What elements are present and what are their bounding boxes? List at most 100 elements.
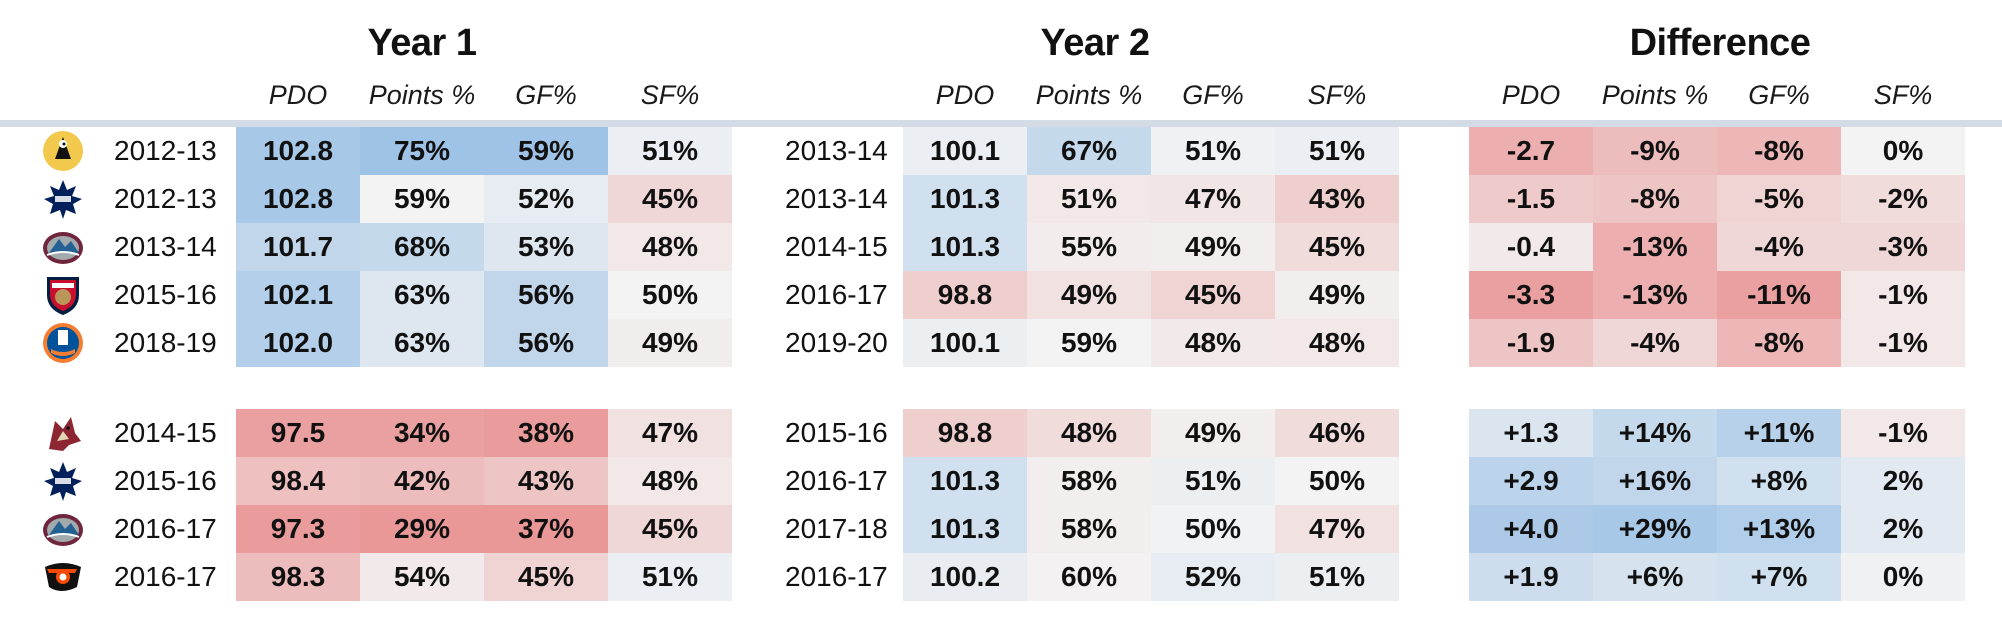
year1-season: 2015-16 xyxy=(114,279,217,310)
diff-cell-sf: 0% xyxy=(1841,553,1965,601)
year2-cell-pdo: 100.1 xyxy=(903,319,1027,367)
year1-cell-pdo: 102.0 xyxy=(236,319,360,367)
year2-cell-sf: 50% xyxy=(1275,457,1399,505)
year2-cell-points: 49% xyxy=(1027,271,1151,319)
year1-cell-pdo: 101.7 xyxy=(236,223,360,271)
year1-cell-pdo: 102.1 xyxy=(236,271,360,319)
year1-cell-gf: 56% xyxy=(484,319,608,367)
year2-cell-pdo: 98.8 xyxy=(903,271,1027,319)
y1-col-pdo: PDO xyxy=(268,80,328,110)
year2-cell-points: 67% xyxy=(1027,127,1151,175)
year2-season: 2017-18 xyxy=(785,513,888,544)
diff-cell-sf: -1% xyxy=(1841,319,1965,367)
year1-cell-points: 63% xyxy=(360,319,484,367)
year1-cell-sf: 45% xyxy=(608,505,732,553)
year1-cell-sf: 49% xyxy=(608,319,732,367)
year2-cell-pdo: 101.3 xyxy=(903,223,1027,271)
year2-cell-pdo: 101.3 xyxy=(903,175,1027,223)
year2-cell-sf: 43% xyxy=(1275,175,1399,223)
year1-cell-pdo: 98.4 xyxy=(236,457,360,505)
year1-cell-pdo: 102.8 xyxy=(236,127,360,175)
year1-cell-gf: 45% xyxy=(484,553,608,601)
year1-cell-sf: 51% xyxy=(608,553,732,601)
year1-cell-pdo: 97.5 xyxy=(236,409,360,457)
year1-season: 2013-14 xyxy=(114,231,217,262)
year1-cell-points: 59% xyxy=(360,175,484,223)
year1-season: 2014-15 xyxy=(114,417,217,448)
avalanche-logo-icon xyxy=(41,225,85,269)
year2-cell-points: 55% xyxy=(1027,223,1151,271)
diff-cell-gf: -4% xyxy=(1717,223,1841,271)
diff-cell-pdo: +2.9 xyxy=(1469,457,1593,505)
year2-season: 2013-14 xyxy=(785,183,888,214)
diff-cell-pdo: +4.0 xyxy=(1469,505,1593,553)
year1-cell-pdo: 97.3 xyxy=(236,505,360,553)
year1-cell-gf: 52% xyxy=(484,175,608,223)
year2-cell-pdo: 101.3 xyxy=(903,505,1027,553)
y2-col-pdo: PDO xyxy=(935,80,995,110)
diff-cell-gf: -11% xyxy=(1717,271,1841,319)
year1-cell-points: 75% xyxy=(360,127,484,175)
panthers-logo-icon xyxy=(41,273,85,317)
year2-cell-sf: 48% xyxy=(1275,319,1399,367)
year2-cell-points: 60% xyxy=(1027,553,1151,601)
diff-cell-pdo: +1.3 xyxy=(1469,409,1593,457)
year2-cell-sf: 51% xyxy=(1275,553,1399,601)
year1-cell-sf: 47% xyxy=(608,409,732,457)
diff-col-gf: GF% xyxy=(1748,80,1810,110)
diff-cell-points: -4% xyxy=(1593,319,1717,367)
year1-season: 2012-13 xyxy=(114,183,217,214)
year1-cell-gf: 56% xyxy=(484,271,608,319)
diff-cell-gf: -5% xyxy=(1717,175,1841,223)
year1-title: Year 1 xyxy=(367,22,478,64)
diff-cell-points: +14% xyxy=(1593,409,1717,457)
year1-cell-pdo: 102.8 xyxy=(236,175,360,223)
year1-season: 2016-17 xyxy=(114,513,217,544)
year2-cell-gf: 50% xyxy=(1151,505,1275,553)
year2-cell-gf: 51% xyxy=(1151,127,1275,175)
year2-title: Year 2 xyxy=(1040,22,1151,64)
year1-cell-pdo: 98.3 xyxy=(236,553,360,601)
diff-cell-pdo: -1.9 xyxy=(1469,319,1593,367)
y2-col-gf: GF% xyxy=(1182,80,1244,110)
year1-cell-points: 63% xyxy=(360,271,484,319)
diff-col-points: Points % xyxy=(1601,80,1709,110)
year2-cell-gf: 47% xyxy=(1151,175,1275,223)
year1-cell-gf: 38% xyxy=(484,409,608,457)
diff-cell-sf: -2% xyxy=(1841,175,1965,223)
year1-cell-points: 29% xyxy=(360,505,484,553)
year2-season: 2014-15 xyxy=(785,231,888,262)
diff-cell-gf: +8% xyxy=(1717,457,1841,505)
diff-cell-sf: 2% xyxy=(1841,457,1965,505)
diff-cell-points: -9% xyxy=(1593,127,1717,175)
diff-cell-gf: +7% xyxy=(1717,553,1841,601)
year2-cell-gf: 45% xyxy=(1151,271,1275,319)
diff-cell-gf: -8% xyxy=(1717,127,1841,175)
year1-season: 2015-16 xyxy=(114,465,217,496)
diff-cell-sf: -1% xyxy=(1841,271,1965,319)
year2-cell-sf: 47% xyxy=(1275,505,1399,553)
year1-cell-gf: 37% xyxy=(484,505,608,553)
coyotes-logo-icon xyxy=(41,411,85,455)
year1-cell-gf: 43% xyxy=(484,457,608,505)
y1-col-sf: SF% xyxy=(640,80,700,110)
diff-cell-gf: -8% xyxy=(1717,319,1841,367)
y1-col-gf: GF% xyxy=(515,80,577,110)
year1-cell-sf: 45% xyxy=(608,175,732,223)
year2-cell-pdo: 98.8 xyxy=(903,409,1027,457)
year2-cell-points: 58% xyxy=(1027,457,1151,505)
diff-cell-points: +16% xyxy=(1593,457,1717,505)
year2-cell-gf: 48% xyxy=(1151,319,1275,367)
year1-cell-points: 54% xyxy=(360,553,484,601)
year1-cell-sf: 51% xyxy=(608,127,732,175)
year2-season: 2015-16 xyxy=(785,417,888,448)
year2-season: 2019-20 xyxy=(785,327,888,358)
avalanche-logo-icon xyxy=(41,507,85,551)
year1-season: 2018-19 xyxy=(114,327,217,358)
diff-cell-points: +29% xyxy=(1593,505,1717,553)
year2-cell-sf: 51% xyxy=(1275,127,1399,175)
year2-season: 2013-14 xyxy=(785,135,888,166)
year2-cell-pdo: 100.1 xyxy=(903,127,1027,175)
year2-cell-sf: 45% xyxy=(1275,223,1399,271)
year1-cell-points: 42% xyxy=(360,457,484,505)
